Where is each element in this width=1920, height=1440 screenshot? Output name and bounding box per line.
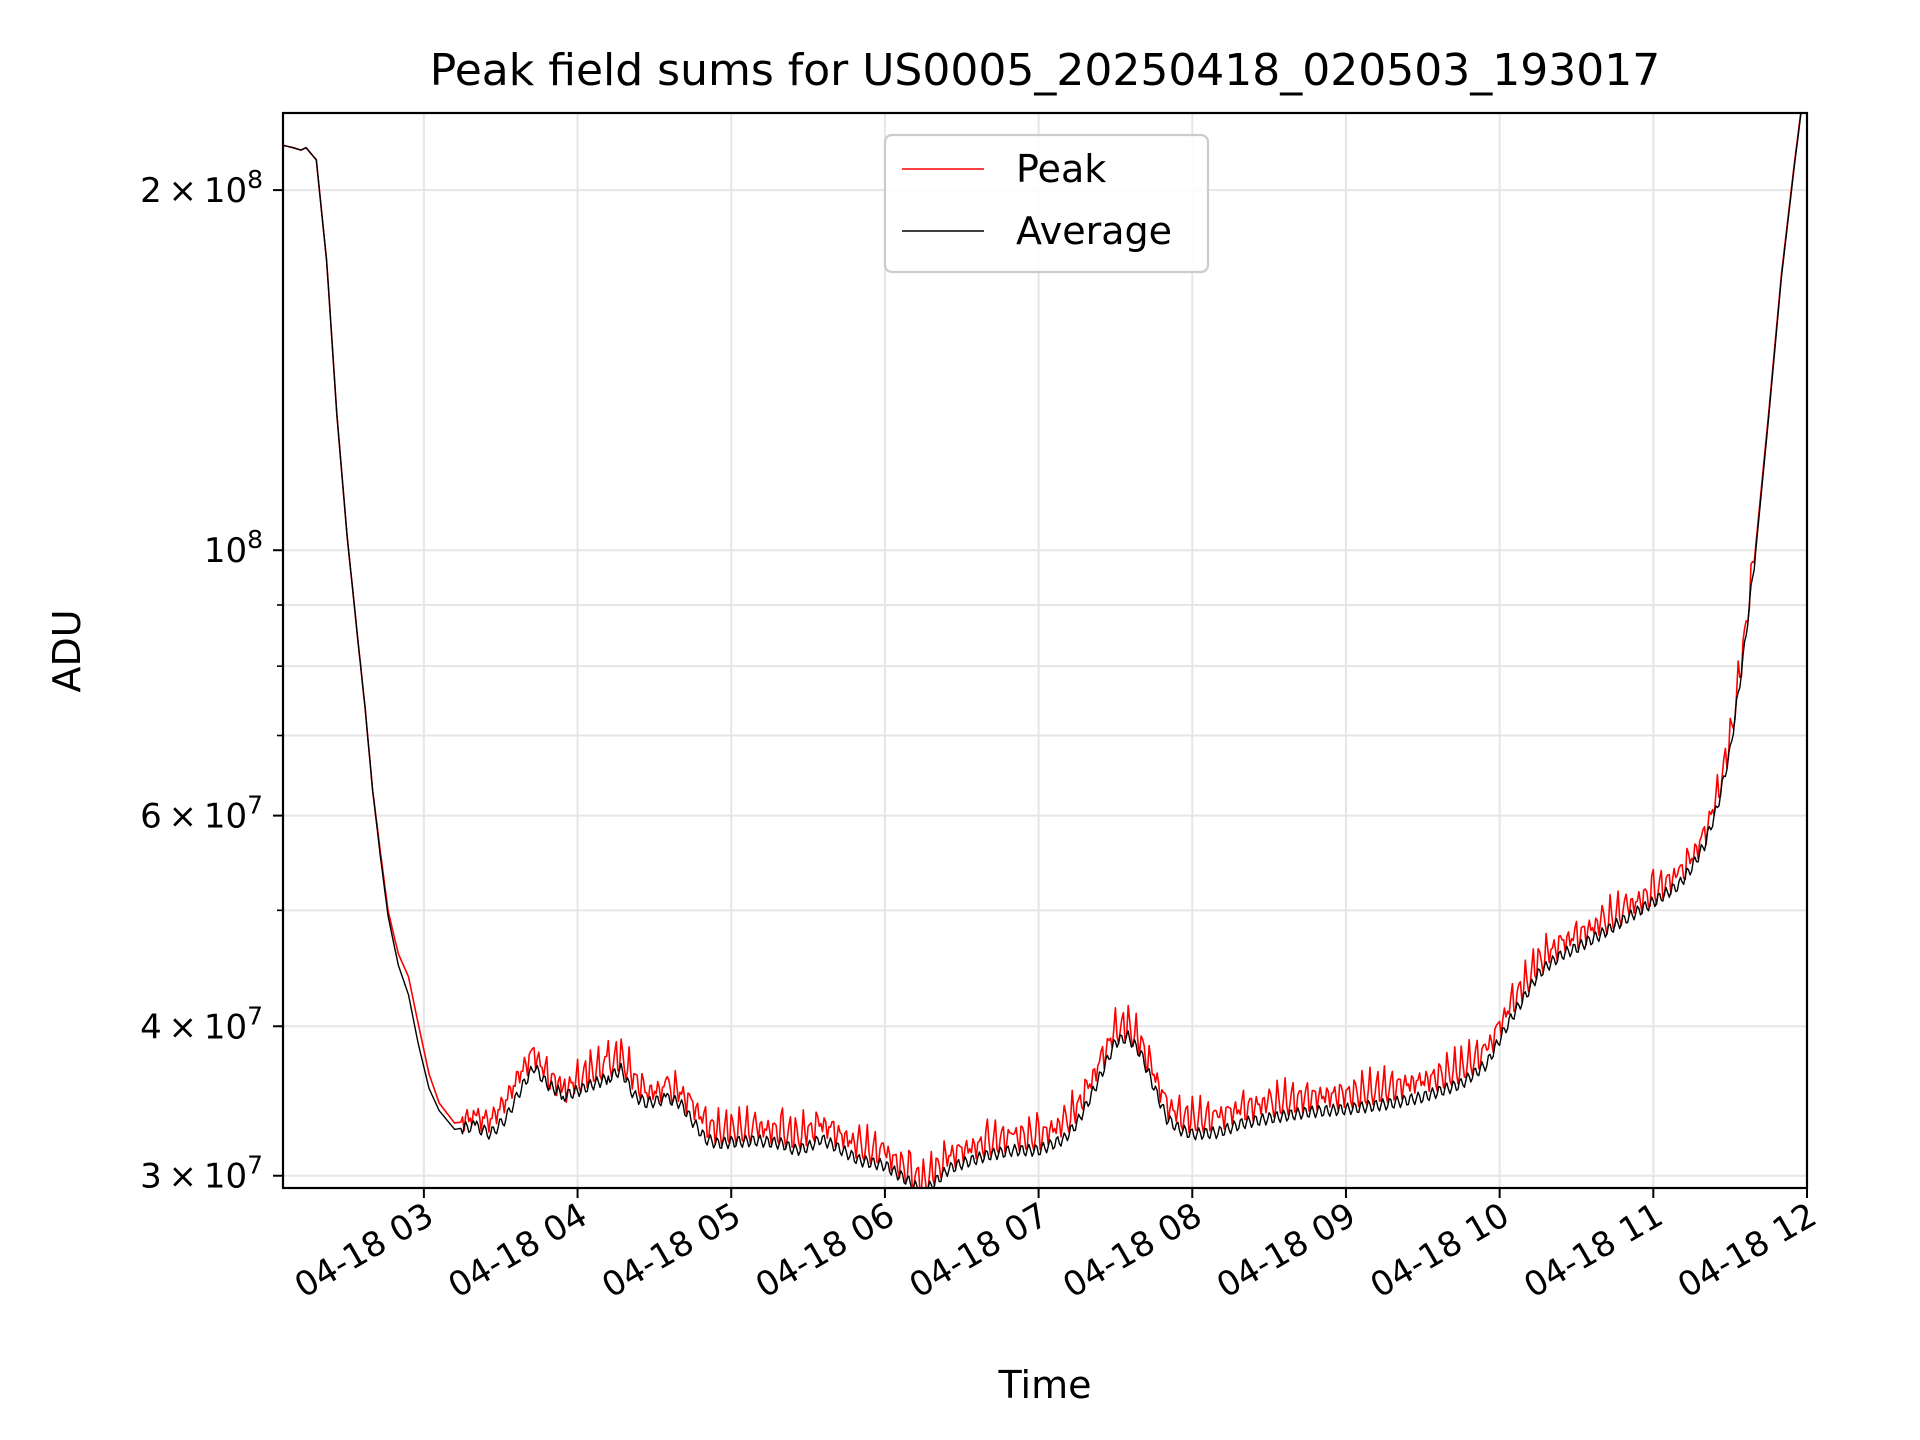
y-tick-label: 3 × 107: [140, 1151, 263, 1197]
legend-peak-label: Peak: [1016, 147, 1106, 191]
y-tick-label: 2 × 108: [140, 165, 263, 211]
chart-title: Peak field sums for US0005_20250418_0205…: [430, 45, 1660, 96]
y-tick-label: 4 × 107: [140, 1001, 263, 1047]
x-axis-label: Time: [998, 1363, 1092, 1407]
series-layer: [283, 113, 1802, 1188]
series-line-average: [283, 113, 1802, 1188]
series-line-peak: [283, 113, 1802, 1188]
legend: Peak Average: [883, 133, 1210, 274]
y-axis-label: ADU: [45, 609, 89, 692]
y-tick-label: 6 × 107: [140, 791, 263, 837]
plot-frame: [281, 111, 1809, 1190]
legend-average-label: Average: [1016, 209, 1172, 253]
